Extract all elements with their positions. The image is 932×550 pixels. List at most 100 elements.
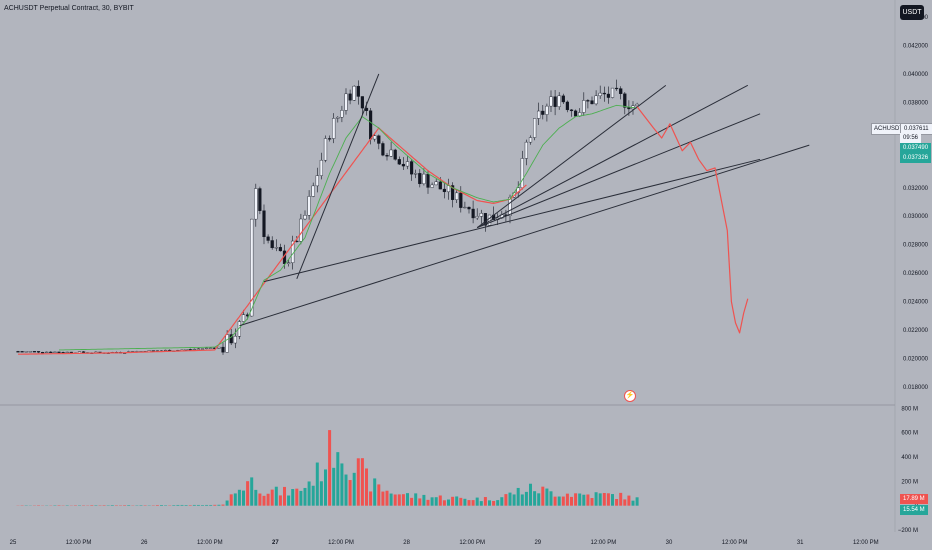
- volume-bar: [586, 494, 590, 506]
- candle-body: [274, 247, 278, 249]
- candle-body: [196, 348, 200, 350]
- volume-bar: [254, 489, 258, 506]
- candle-body: [385, 154, 389, 157]
- volume-bar: [479, 501, 483, 506]
- candle-body: [377, 135, 381, 144]
- candle-body: [430, 184, 434, 188]
- volume-bar: [319, 481, 323, 506]
- price-tick-label: 0.024000: [903, 300, 929, 306]
- volume-bar: [291, 489, 295, 506]
- volume-bar: [352, 472, 356, 506]
- volume-bar: [348, 480, 352, 506]
- ma-green-price-tag: 0.037490: [900, 143, 932, 153]
- candle-body: [414, 173, 418, 175]
- ma-green-price-tag-2: 0.037326: [900, 153, 932, 163]
- candle-body: [209, 347, 213, 349]
- volume-tick-label: 600 M: [901, 431, 918, 437]
- event-lightning-icon[interactable]: ⚡: [624, 390, 636, 402]
- volume-bar: [229, 494, 233, 506]
- volume-bar: [332, 467, 336, 506]
- volume-tick-label: 400 M: [901, 455, 918, 461]
- volume-bar: [508, 492, 512, 506]
- price-tick-label: 0.026000: [903, 271, 929, 277]
- candle-body: [565, 101, 569, 111]
- time-tick-label: 30: [666, 540, 673, 546]
- volume-sell-tag: 17.89 M: [900, 494, 928, 504]
- price-tick-label: 0.022000: [903, 328, 929, 334]
- candle-body: [262, 210, 266, 238]
- volume-bar: [496, 500, 500, 506]
- candle-body: [352, 85, 356, 101]
- price-tick-label: 0.028000: [903, 243, 929, 249]
- candle-body: [32, 351, 36, 353]
- volume-bar: [201, 505, 204, 506]
- candle-body: [303, 215, 307, 220]
- candle-body: [49, 351, 53, 354]
- volume-bar: [463, 498, 467, 506]
- volume-bar: [602, 492, 606, 506]
- volume-bar: [561, 496, 565, 506]
- candle-body: [356, 85, 360, 97]
- trendline: [477, 113, 761, 229]
- volume-bar: [196, 504, 200, 506]
- candle-body: [229, 334, 233, 344]
- volume-bar: [155, 505, 159, 506]
- candle-body: [549, 96, 553, 107]
- volume-bar: [274, 486, 278, 506]
- time-tick-label: 28: [403, 540, 410, 546]
- candle-body: [241, 314, 246, 322]
- chart-title: ACHUSDT Perpetual Contract, 30, BYBIT: [4, 5, 134, 12]
- candle-body: [610, 87, 615, 98]
- candle-body: [381, 143, 385, 156]
- candle-body: [569, 109, 574, 112]
- candle-body: [217, 346, 221, 349]
- candle-body: [340, 110, 344, 118]
- volume-bar: [422, 494, 426, 506]
- volume-bar: [492, 500, 496, 506]
- candle-body: [16, 351, 20, 353]
- volume-bar: [426, 499, 430, 506]
- candle-body: [582, 100, 586, 113]
- candle-body: [590, 100, 594, 105]
- volume-bar: [217, 504, 221, 506]
- volume-bar: [467, 500, 471, 506]
- time-tick-label: 29: [534, 540, 541, 546]
- candle-body: [537, 110, 541, 119]
- time-tick-label: 27: [272, 540, 279, 546]
- volume-tick-label: −200 M: [898, 528, 918, 534]
- candle-body: [635, 103, 639, 106]
- volume-bar: [315, 462, 319, 506]
- volume-bar: [401, 494, 405, 506]
- volume-bar: [385, 490, 389, 506]
- volume-bar: [520, 494, 524, 506]
- candle-body: [475, 216, 479, 219]
- volume-bar: [537, 493, 541, 506]
- candle-body: [348, 93, 352, 101]
- volume-bar: [328, 430, 332, 506]
- bar-countdown: 09:56: [900, 133, 922, 143]
- candle-body: [45, 351, 49, 354]
- currency-badge[interactable]: USDT: [900, 5, 924, 20]
- volume-bar: [225, 500, 229, 506]
- volume-bar: [565, 493, 569, 506]
- candle-body: [344, 93, 348, 111]
- candle-body: [364, 107, 369, 111]
- candle-body: [594, 95, 598, 105]
- volume-bar: [360, 458, 364, 506]
- candle-body: [28, 351, 32, 353]
- volume-bar: [488, 500, 491, 506]
- candle-body: [410, 161, 414, 175]
- candle-body: [81, 351, 86, 353]
- candle-body: [20, 351, 24, 353]
- volume-bar: [635, 497, 639, 506]
- volume-bar: [582, 494, 586, 506]
- candle-body: [53, 351, 57, 353]
- time-tick-label: 12:00 PM: [197, 540, 223, 546]
- candle-body: [574, 110, 578, 117]
- projection-path: [636, 106, 749, 334]
- volume-bar: [451, 496, 455, 506]
- volume-bar: [529, 483, 532, 506]
- candle-body: [623, 93, 627, 108]
- candle-body: [328, 138, 332, 140]
